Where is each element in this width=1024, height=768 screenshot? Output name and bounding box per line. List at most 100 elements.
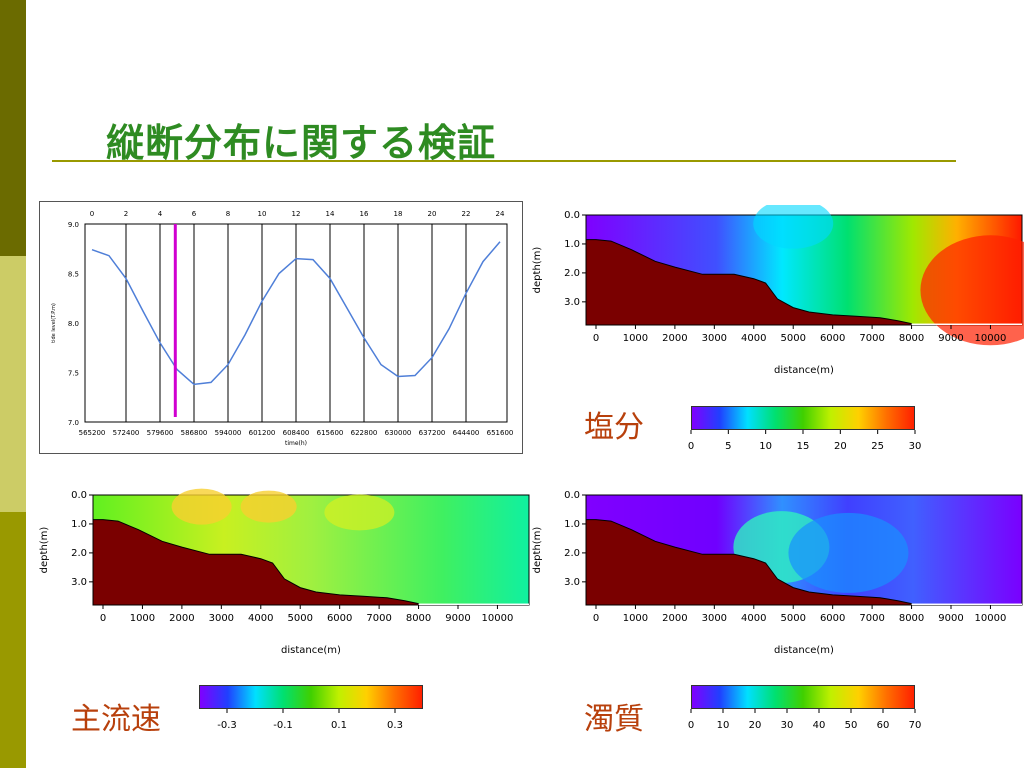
y-tick-label: 1.0 [564, 519, 580, 530]
below-bed-blank [418, 603, 529, 605]
tide-series-line [91, 241, 501, 386]
y-tick-label: 2.0 [564, 548, 580, 559]
turbidity-colorbar-ticks: 0 10 20 30 40 50 60 70 [688, 709, 922, 731]
turbidity-heatmap: 0.0 1.0 2.0 3.0 0 1000 2000 3000 4000 5000 6000 700… [532, 490, 1023, 656]
tide-y-tick-label: 7.5 [68, 370, 79, 378]
colorbar-tick-label: 0 [688, 720, 694, 731]
x-tick-label: 10000 [975, 333, 1007, 344]
colorbar-tick-label: -0.3 [217, 720, 237, 731]
slide-title: 縦断分布に関する検証 [106, 121, 497, 165]
x-tick-label: 0 [100, 613, 106, 624]
x-axis-label: distance(m) [774, 365, 834, 376]
x-tick-label: 5000 [780, 333, 805, 344]
below-bed-blank [911, 323, 1022, 325]
colorbar-tick-label: 70 [909, 720, 922, 731]
front-region [753, 198, 834, 249]
y-tick-label: 1.0 [564, 239, 580, 250]
colorbar-tick-label: 30 [781, 720, 794, 731]
salinity-plot: 0.0 1.0 2.0 3.0 0 1000 2000 3000 4000 5000 6000 700… [530, 198, 1024, 380]
turbidity-colorbar [691, 685, 915, 709]
tide-bottom-tick-label: 615600 [317, 429, 344, 437]
x-tick-label: 4000 [741, 333, 766, 344]
tide-top-tick-label: 2 [124, 210, 128, 218]
y-tick-label: 0.0 [564, 490, 580, 501]
x-tick-label: 5000 [287, 613, 312, 624]
x-tick-label: 10000 [975, 613, 1007, 624]
tide-top-tick-label: 16 [360, 210, 369, 218]
colorbar-tick-label: 60 [877, 720, 890, 731]
colorbar-tick-label: 50 [845, 720, 858, 731]
tide-top-tick-label: 12 [292, 210, 301, 218]
sidebar-accent-light [0, 256, 26, 512]
velocity-colorbar-ticks: -0.3 -0.1 0.1 0.3 [217, 709, 403, 731]
colorbar-tick-label: 5 [725, 441, 731, 452]
turbidity-plot: 0.0 1.0 2.0 3.0 0 1000 2000 3000 4000 5000 6000 700… [530, 485, 1024, 660]
colorbar-tick-label: 0 [688, 441, 694, 452]
velocity-heatmap: 0.0 1.0 2.0 3.0 0 1000 2000 3000 4000 5000 6000 700… [39, 488, 530, 656]
tide-top-tick-label: 18 [394, 210, 403, 218]
colorbar-tick-label: 20 [834, 441, 847, 452]
x-axis-label: distance(m) [774, 645, 834, 656]
x-tick-label: 9000 [445, 613, 470, 624]
tide-bottom-tick-label: 644400 [453, 429, 480, 437]
tide-bottom-tick-label: 594000 [215, 429, 242, 437]
tide-top-tick-label: 4 [158, 210, 163, 218]
y-tick-label: 2.0 [71, 548, 87, 559]
tide-bottom-tick-label: 651600 [487, 429, 514, 437]
tide-x-axis-label: time(h) [285, 440, 307, 447]
riverbed [92, 519, 420, 606]
spread-region [788, 512, 909, 593]
high-value-region [240, 490, 297, 523]
x-tick-label: 3000 [702, 333, 727, 344]
y-axis-label: depth(m) [39, 527, 50, 574]
colorbar-tick-label: 40 [813, 720, 826, 731]
colorbar-tick-label: 15 [797, 441, 810, 452]
tide-top-tick-label: 24 [496, 210, 505, 218]
y-tick-label: 0.0 [564, 210, 580, 221]
turbidity-caption: 濁質 [584, 702, 644, 737]
colorbar-tick-label: -0.1 [273, 720, 293, 731]
x-tick-label: 1000 [130, 613, 155, 624]
velocity-plot: 0.0 1.0 2.0 3.0 0 1000 2000 3000 4000 5000 6000 700… [37, 485, 531, 660]
x-tick-label: 9000 [938, 333, 963, 344]
x-tick-label: 2000 [169, 613, 194, 624]
x-tick-label: 3000 [702, 613, 727, 624]
tide-bottom-tick-label: 579600 [147, 429, 174, 437]
x-tick-label: 7000 [859, 613, 884, 624]
high-value-region [324, 494, 395, 531]
tide-chart-panel: 0 2 4 6 8 10 12 14 16 18 20 22 24 565200 572400 579600 5… [39, 201, 523, 454]
x-tick-label: 0 [593, 613, 599, 624]
x-tick-label: 5000 [780, 613, 805, 624]
y-axis-label: depth(m) [532, 247, 543, 294]
x-tick-label: 7000 [366, 613, 391, 624]
title-underline [52, 160, 956, 162]
tide-bottom-tick-label: 630000 [385, 429, 412, 437]
riverbed [585, 239, 913, 326]
tide-top-tick-label: 8 [226, 210, 230, 218]
tide-top-tick-label: 22 [462, 210, 471, 218]
y-tick-label: 0.0 [71, 490, 87, 501]
tide-bottom-tick-label: 637200 [419, 429, 446, 437]
y-tick-label: 3.0 [71, 577, 87, 588]
velocity-caption: 主流速 [71, 702, 161, 737]
below-bed-blank [911, 603, 1022, 605]
x-tick-label: 6000 [820, 613, 845, 624]
x-tick-label: 0 [593, 333, 599, 344]
colorbar-tick-label: 10 [759, 441, 772, 452]
tide-y-tick-label: 8.0 [68, 320, 79, 328]
colorbar-tick-label: 25 [871, 441, 884, 452]
x-tick-label: 4000 [741, 613, 766, 624]
riverbed [585, 519, 913, 606]
x-tick-label: 2000 [662, 333, 687, 344]
x-tick-label: 8000 [899, 613, 924, 624]
tide-bottom-tick-label: 622800 [351, 429, 378, 437]
tide-bottom-tick-label: 565200 [79, 429, 106, 437]
high-value-region [920, 235, 1024, 346]
x-tick-label: 2000 [662, 613, 687, 624]
tide-y-tick-label: 9.0 [68, 221, 79, 229]
tide-y-tick-label: 8.5 [68, 271, 79, 279]
x-tick-label: 10000 [482, 613, 514, 624]
sidebar-accent-dark [0, 0, 26, 256]
velocity-colorbar [199, 685, 423, 709]
x-tick-label: 3000 [209, 613, 234, 624]
